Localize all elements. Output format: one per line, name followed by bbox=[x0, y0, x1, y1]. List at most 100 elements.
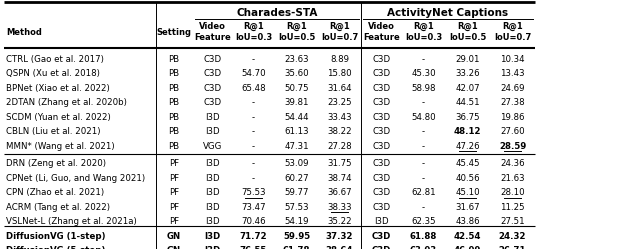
Text: 38.74: 38.74 bbox=[327, 174, 352, 183]
Text: 57.53: 57.53 bbox=[284, 203, 309, 212]
Text: R@1
IoU=0.5: R@1 IoU=0.5 bbox=[278, 22, 315, 42]
Text: -: - bbox=[252, 98, 255, 107]
Text: C3D: C3D bbox=[372, 174, 390, 183]
Text: 38.22: 38.22 bbox=[327, 127, 352, 136]
Text: C3D: C3D bbox=[372, 203, 390, 212]
Text: GN: GN bbox=[167, 246, 181, 249]
Text: 60.27: 60.27 bbox=[284, 174, 309, 183]
Text: 44.51: 44.51 bbox=[455, 98, 480, 107]
Text: 62.35: 62.35 bbox=[411, 217, 436, 226]
Text: PB: PB bbox=[168, 69, 180, 78]
Text: 2DTAN (Zhang et al. 2020b): 2DTAN (Zhang et al. 2020b) bbox=[6, 98, 127, 107]
Text: 38.64: 38.64 bbox=[326, 246, 353, 249]
Text: C3D: C3D bbox=[372, 55, 390, 64]
Text: C3D: C3D bbox=[204, 84, 221, 93]
Text: 23.63: 23.63 bbox=[284, 55, 309, 64]
Text: 11.25: 11.25 bbox=[500, 203, 525, 212]
Text: 45.45: 45.45 bbox=[455, 159, 480, 168]
Text: I3D: I3D bbox=[205, 127, 220, 136]
Text: C3D: C3D bbox=[372, 98, 390, 107]
Text: 10.34: 10.34 bbox=[500, 55, 525, 64]
Text: PB: PB bbox=[168, 84, 180, 93]
Text: I3D: I3D bbox=[204, 232, 221, 241]
Text: 63.03: 63.03 bbox=[410, 246, 437, 249]
Text: Charades-STA: Charades-STA bbox=[236, 8, 317, 18]
Text: CPN (Zhao et al. 2021): CPN (Zhao et al. 2021) bbox=[6, 188, 104, 197]
Text: 54.44: 54.44 bbox=[284, 113, 309, 122]
Text: 59.77: 59.77 bbox=[284, 188, 308, 197]
Text: 59.95: 59.95 bbox=[283, 232, 310, 241]
Text: 13.43: 13.43 bbox=[500, 69, 525, 78]
Text: 73.47: 73.47 bbox=[241, 203, 266, 212]
Text: Method: Method bbox=[6, 27, 42, 37]
Text: DRN (Zeng et al. 2020): DRN (Zeng et al. 2020) bbox=[6, 159, 106, 168]
Text: 70.46: 70.46 bbox=[241, 217, 266, 226]
Text: -: - bbox=[422, 98, 425, 107]
Text: 35.22: 35.22 bbox=[327, 217, 352, 226]
Text: C3D: C3D bbox=[372, 69, 390, 78]
Text: -: - bbox=[422, 55, 425, 64]
Text: -: - bbox=[252, 142, 255, 151]
Text: 39.81: 39.81 bbox=[284, 98, 308, 107]
Text: 21.63: 21.63 bbox=[500, 174, 525, 183]
Text: 42.54: 42.54 bbox=[454, 232, 481, 241]
Text: PF: PF bbox=[169, 217, 179, 226]
Text: 36.67: 36.67 bbox=[327, 188, 352, 197]
Text: 29.01: 29.01 bbox=[455, 55, 480, 64]
Text: 54.70: 54.70 bbox=[241, 69, 266, 78]
Text: C3D: C3D bbox=[372, 159, 390, 168]
Text: 23.25: 23.25 bbox=[327, 98, 352, 107]
Text: -: - bbox=[422, 174, 425, 183]
Text: QSPN (Xu et al. 2018): QSPN (Xu et al. 2018) bbox=[6, 69, 100, 78]
Text: C3D: C3D bbox=[372, 142, 390, 151]
Text: 61.13: 61.13 bbox=[284, 127, 309, 136]
Text: PF: PF bbox=[169, 159, 179, 168]
Text: C3D: C3D bbox=[204, 55, 221, 64]
Text: I3D: I3D bbox=[204, 246, 221, 249]
Text: -: - bbox=[422, 159, 425, 168]
Text: 31.75: 31.75 bbox=[327, 159, 352, 168]
Text: 31.64: 31.64 bbox=[327, 84, 352, 93]
Text: R@1
IoU=0.7: R@1 IoU=0.7 bbox=[494, 22, 531, 42]
Text: C3D: C3D bbox=[372, 232, 391, 241]
Text: -: - bbox=[252, 174, 255, 183]
Text: 54.80: 54.80 bbox=[411, 113, 436, 122]
Text: 61.78: 61.78 bbox=[283, 246, 310, 249]
Text: 35.60: 35.60 bbox=[284, 69, 309, 78]
Text: I3D: I3D bbox=[205, 113, 220, 122]
Text: PF: PF bbox=[169, 203, 179, 212]
Text: 40.56: 40.56 bbox=[455, 174, 480, 183]
Text: 26.71: 26.71 bbox=[499, 246, 526, 249]
Text: DiffusionVG (1-step): DiffusionVG (1-step) bbox=[6, 232, 106, 241]
Text: 45.10: 45.10 bbox=[455, 188, 480, 197]
Text: -: - bbox=[422, 127, 425, 136]
Text: I3D: I3D bbox=[205, 217, 220, 226]
Text: 8.89: 8.89 bbox=[330, 55, 349, 64]
Text: 53.09: 53.09 bbox=[284, 159, 308, 168]
Text: C3D: C3D bbox=[372, 188, 390, 197]
Text: -: - bbox=[252, 113, 255, 122]
Text: R@1
IoU=0.5: R@1 IoU=0.5 bbox=[449, 22, 486, 42]
Text: 42.07: 42.07 bbox=[455, 84, 480, 93]
Text: C3D: C3D bbox=[372, 127, 390, 136]
Text: 36.75: 36.75 bbox=[455, 113, 480, 122]
Text: 62.81: 62.81 bbox=[411, 188, 436, 197]
Text: 38.33: 38.33 bbox=[327, 203, 352, 212]
Text: 76.55: 76.55 bbox=[240, 246, 267, 249]
Text: I3D: I3D bbox=[205, 174, 220, 183]
Text: PB: PB bbox=[168, 127, 180, 136]
Text: CTRL (Gao et al. 2017): CTRL (Gao et al. 2017) bbox=[6, 55, 104, 64]
Text: 54.19: 54.19 bbox=[284, 217, 308, 226]
Text: 33.43: 33.43 bbox=[327, 113, 352, 122]
Text: 37.32: 37.32 bbox=[326, 232, 353, 241]
Text: 27.28: 27.28 bbox=[327, 142, 352, 151]
Text: 47.26: 47.26 bbox=[455, 142, 480, 151]
Text: 27.60: 27.60 bbox=[500, 127, 525, 136]
Text: 15.80: 15.80 bbox=[327, 69, 352, 78]
Text: CPNet (Li, Guo, and Wang 2021): CPNet (Li, Guo, and Wang 2021) bbox=[6, 174, 145, 183]
Text: 24.36: 24.36 bbox=[500, 159, 525, 168]
Text: 58.98: 58.98 bbox=[412, 84, 436, 93]
Text: 43.86: 43.86 bbox=[455, 217, 480, 226]
Text: MMN* (Wang et al. 2021): MMN* (Wang et al. 2021) bbox=[6, 142, 115, 151]
Text: I3D: I3D bbox=[205, 159, 220, 168]
